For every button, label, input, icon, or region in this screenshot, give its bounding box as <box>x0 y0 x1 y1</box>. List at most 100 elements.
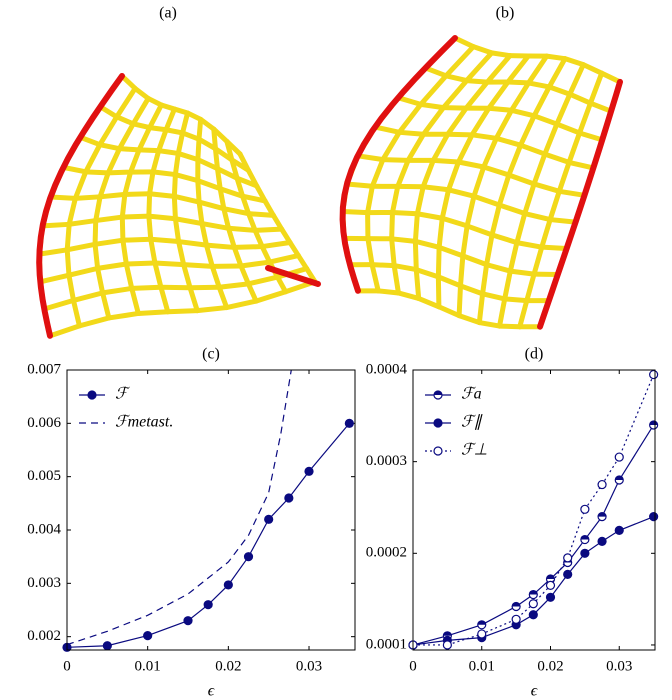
mesh-strut <box>534 184 559 191</box>
marker <box>245 553 253 561</box>
mesh-strut <box>459 286 460 316</box>
marker-circle <box>615 453 623 461</box>
mesh-strut <box>455 38 473 47</box>
y-tick-label: 0.0003 <box>366 453 407 469</box>
mesh-strut <box>438 277 439 307</box>
mesh-strut <box>123 239 151 240</box>
mesh-strut <box>557 124 580 133</box>
mesh-strut <box>421 76 446 105</box>
series-line <box>413 517 654 645</box>
mesh-strut <box>40 275 69 282</box>
mesh-strut <box>184 265 213 267</box>
mesh-strut <box>383 160 408 161</box>
mesh-strut <box>175 153 178 174</box>
mesh-strut <box>463 226 467 256</box>
mesh-strut <box>174 196 199 202</box>
figure: (a) (b) (c)ϵ0.0020.0030.0040.0050.0060.0… <box>0 0 672 700</box>
mesh-strut <box>67 250 69 275</box>
mesh-strut <box>472 135 496 138</box>
mesh-strut <box>67 224 69 250</box>
mesh-strut <box>549 59 565 87</box>
mesh-strut <box>425 68 446 76</box>
mesh-strut <box>479 323 499 327</box>
mesh-strut <box>500 299 505 326</box>
mesh-strut <box>358 156 383 160</box>
marker <box>598 481 606 489</box>
mesh-strut <box>415 241 416 269</box>
mesh-strut <box>202 224 206 246</box>
mesh-strut <box>399 132 423 134</box>
mesh-strut <box>43 224 70 226</box>
marker <box>650 371 658 379</box>
mesh-strut <box>51 197 76 198</box>
mesh-strut <box>545 154 569 162</box>
marker <box>184 617 192 625</box>
x-tick-label: 0.01 <box>135 658 161 674</box>
mesh-strut <box>179 242 207 246</box>
mesh-strut <box>262 242 290 246</box>
mesh-strut <box>473 47 491 53</box>
mesh-strut <box>500 326 520 327</box>
marker-circle <box>547 581 555 589</box>
mesh-strut <box>416 270 418 299</box>
mesh-strut <box>372 265 378 291</box>
mesh-strut <box>590 73 601 103</box>
marker <box>265 515 273 523</box>
mesh-strut <box>368 186 373 212</box>
mesh-strut <box>527 274 534 300</box>
marker-circle <box>265 515 273 523</box>
mesh-strut <box>483 265 487 294</box>
mesh-strut <box>383 132 399 159</box>
mesh-strut <box>492 235 517 243</box>
x-axis-label: ϵ <box>531 683 538 700</box>
mesh-strut <box>241 262 270 266</box>
mesh-strut <box>499 205 524 214</box>
mesh-strut <box>100 145 120 149</box>
mesh-strut <box>229 228 256 230</box>
mesh-strut <box>487 235 492 265</box>
marker <box>345 419 353 427</box>
mesh-strut <box>95 240 123 244</box>
mesh-strut <box>417 214 442 218</box>
marker <box>443 641 451 649</box>
mesh-strut <box>421 104 444 107</box>
mesh-strut <box>75 197 100 199</box>
mesh-strut <box>219 284 248 287</box>
mesh-strut <box>580 103 591 133</box>
mesh-strut <box>458 135 472 162</box>
mesh-strut <box>508 82 529 83</box>
panel-label: (b) <box>496 5 515 22</box>
marker <box>512 615 520 623</box>
y-tick-label: 0.004 <box>27 521 61 537</box>
marker <box>581 536 589 544</box>
mesh-strut <box>460 256 462 286</box>
mesh-strut <box>509 175 534 184</box>
mesh-strut <box>394 266 398 293</box>
mesh-strut <box>347 184 372 186</box>
mesh-strut <box>198 139 199 159</box>
legend-marker <box>88 391 96 399</box>
mesh-strut <box>525 214 550 220</box>
mesh-strut <box>517 243 542 248</box>
mesh-strut <box>122 216 149 217</box>
marker <box>478 621 486 629</box>
marker <box>547 581 555 589</box>
marker-circle <box>581 549 589 557</box>
chart-title: (c) <box>202 346 220 363</box>
legend-label: ℱ⊥ <box>461 442 488 459</box>
mesh-strut <box>174 175 175 197</box>
mesh-strut <box>479 294 482 323</box>
mesh-strut <box>108 149 119 173</box>
mesh-strut <box>214 129 216 149</box>
mesh-strut <box>178 133 182 153</box>
mesh-strut <box>438 247 439 277</box>
mesh-strut <box>467 226 492 235</box>
marker <box>547 593 555 601</box>
mesh-strut <box>443 108 466 109</box>
mesh-strut <box>442 190 448 218</box>
mesh-strut <box>149 194 150 216</box>
marker-circle <box>478 630 486 638</box>
marker <box>529 611 537 619</box>
mesh-strut <box>433 160 458 162</box>
mesh-strut <box>103 293 109 318</box>
